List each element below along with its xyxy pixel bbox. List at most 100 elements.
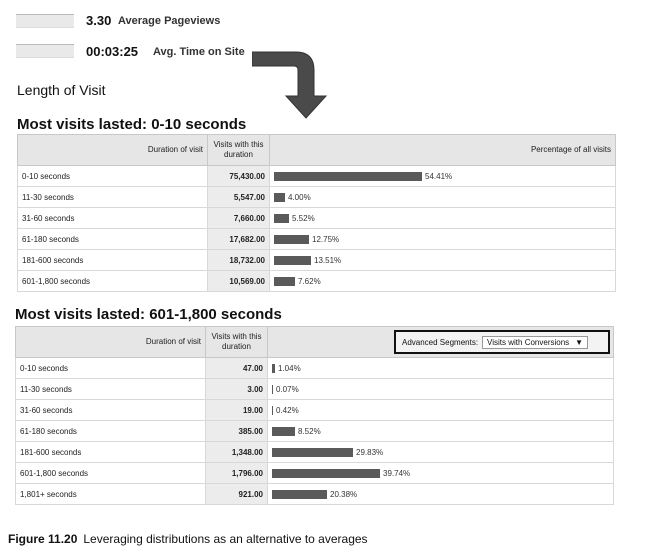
distribution-table-all: Duration of visit Visits with this durat…	[17, 134, 616, 292]
segment-dropdown-value: Visits with Conversions	[487, 337, 570, 347]
visits-cell: 17,682.00	[207, 228, 270, 250]
figure-caption-text: Leveraging distributions as an alternati…	[83, 532, 368, 546]
percentage-cell: 0.07%	[267, 378, 614, 400]
percentage-bar	[272, 405, 273, 415]
pageviews-label: Average Pageviews	[118, 15, 221, 27]
table-row: 0-10 seconds 75,430.00 54.41%	[17, 165, 616, 187]
table-row: 181-600 seconds 1,348.00 29.83%	[15, 441, 614, 463]
duration-cell: 601-1,800 seconds	[17, 270, 208, 292]
percentage-cell: 54.41%	[269, 165, 616, 187]
percentage-cell: 20.38%	[267, 483, 614, 505]
percentage-bar	[274, 192, 285, 202]
duration-cell: 0-10 seconds	[15, 357, 206, 379]
percentage-bar	[274, 213, 289, 223]
visits-cell: 1,348.00	[205, 441, 268, 463]
table-row: 1,801+ seconds 921.00 20.38%	[15, 483, 614, 505]
percentage-cell: 29.83%	[267, 441, 614, 463]
percentage-bar	[272, 426, 295, 436]
duration-cell: 601-1,800 seconds	[15, 462, 206, 484]
visits-cell: 921.00	[205, 483, 268, 505]
table1-headline: Most visits lasted: 0-10 seconds	[17, 116, 247, 133]
figure-number: Figure 11.20	[8, 532, 78, 546]
percentage-label: 39.74%	[383, 468, 411, 478]
visits-cell: 7,660.00	[207, 207, 270, 229]
visits-cell: 385.00	[205, 420, 268, 442]
percentage-cell: 4.00%	[269, 186, 616, 208]
percentage-cell: 8.52%	[267, 420, 614, 442]
advanced-segments-label: Advanced Segments:	[402, 337, 479, 347]
duration-cell: 31-60 seconds	[15, 399, 206, 421]
advanced-segments-control: Advanced Segments: Visits with Conversio…	[394, 330, 610, 354]
percentage-cell: 5.52%	[269, 207, 616, 229]
col-duration-header[interactable]: Duration of visit	[15, 326, 206, 358]
duration-cell: 181-600 seconds	[17, 249, 208, 271]
percentage-label: 20.38%	[330, 489, 358, 499]
visits-cell: 19.00	[205, 399, 268, 421]
percentage-bar	[274, 234, 309, 244]
table-row: 61-180 seconds 385.00 8.52%	[15, 420, 614, 442]
percentage-cell: 0.42%	[267, 399, 614, 421]
table-row: 11-30 seconds 5,547.00 4.00%	[17, 186, 616, 208]
percentage-label: 0.07%	[276, 384, 299, 394]
visits-cell: 10,569.00	[207, 270, 270, 292]
chevron-down-icon: ▼	[575, 337, 584, 347]
time-on-site-sparkline	[16, 44, 74, 58]
table-row: 11-30 seconds 3.00 0.07%	[15, 378, 614, 400]
percentage-label: 7.62%	[298, 276, 321, 286]
col-percentage-header[interactable]: Percentage of all visits	[269, 134, 616, 166]
percentage-cell: 12.75%	[269, 228, 616, 250]
percentage-label: 13.51%	[314, 255, 342, 265]
table-row: 0-10 seconds 47.00 1.04%	[15, 357, 614, 379]
col-visits-header[interactable]: Visits with this duration	[205, 326, 268, 358]
percentage-bar	[274, 255, 311, 265]
duration-cell: 181-600 seconds	[15, 441, 206, 463]
percentage-label: 5.52%	[292, 213, 315, 223]
percentage-cell: 13.51%	[269, 249, 616, 271]
table-row: 31-60 seconds 7,660.00 5.52%	[17, 207, 616, 229]
col-visits-header[interactable]: Visits with this duration	[207, 134, 270, 166]
percentage-bar	[272, 489, 327, 499]
col-duration-header[interactable]: Duration of visit	[17, 134, 208, 166]
duration-cell: 61-180 seconds	[17, 228, 208, 250]
percentage-cell: 39.74%	[267, 462, 614, 484]
visits-cell: 5,547.00	[207, 186, 270, 208]
percentage-bar	[272, 447, 353, 457]
percentage-bar	[272, 363, 275, 373]
table-row: 31-60 seconds 19.00 0.42%	[15, 399, 614, 421]
percentage-label: 8.52%	[298, 426, 321, 436]
percentage-label: 4.00%	[288, 192, 311, 202]
time-on-site-label: Avg. Time on Site	[153, 46, 245, 58]
percentage-bar	[274, 276, 295, 286]
duration-cell: 61-180 seconds	[15, 420, 206, 442]
table-row: 181-600 seconds 18,732.00 13.51%	[17, 249, 616, 271]
time-on-site-value: 00:03:25	[86, 44, 139, 59]
table-row: 61-180 seconds 17,682.00 12.75%	[17, 228, 616, 250]
percentage-label: 1.04%	[278, 363, 301, 373]
visits-cell: 47.00	[205, 357, 268, 379]
duration-cell: 11-30 seconds	[17, 186, 208, 208]
duration-cell: 31-60 seconds	[17, 207, 208, 229]
figure-caption: Figure 11.20 Leveraging distributions as …	[8, 532, 368, 546]
visits-cell: 1,796.00	[205, 462, 268, 484]
duration-cell: 1,801+ seconds	[15, 483, 206, 505]
percentage-bar	[272, 468, 380, 478]
percentage-bar	[274, 171, 422, 181]
duration-cell: 0-10 seconds	[17, 165, 208, 187]
percentage-cell: 1.04%	[267, 357, 614, 379]
curved-arrow-icon	[252, 51, 328, 119]
percentage-cell: 7.62%	[269, 270, 616, 292]
percentage-label: 0.42%	[276, 405, 299, 415]
visits-cell: 75,430.00	[207, 165, 270, 187]
pageviews-sparkline	[16, 14, 74, 28]
table2-headline: Most visits lasted: 601-1,800 seconds	[15, 306, 282, 323]
percentage-bar	[272, 384, 273, 394]
percentage-label: 12.75%	[312, 234, 340, 244]
visits-cell: 18,732.00	[207, 249, 270, 271]
section-title: Length of Visit	[17, 82, 106, 98]
duration-cell: 11-30 seconds	[15, 378, 206, 400]
segment-dropdown[interactable]: Visits with Conversions ▼	[482, 335, 589, 349]
percentage-label: 29.83%	[356, 447, 384, 457]
table-row: 601-1,800 seconds 10,569.00 7.62%	[17, 270, 616, 292]
pageviews-value: 3.30	[86, 13, 112, 28]
visits-cell: 3.00	[205, 378, 268, 400]
